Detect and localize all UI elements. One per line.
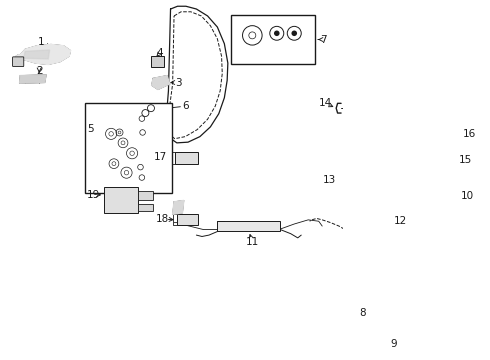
Bar bbox=[218, 221, 280, 231]
Polygon shape bbox=[438, 152, 456, 168]
Text: 5: 5 bbox=[87, 124, 94, 134]
Bar bbox=[138, 192, 153, 200]
Bar bbox=[350, 173, 359, 193]
Text: 4: 4 bbox=[157, 48, 163, 58]
Text: 10: 10 bbox=[461, 191, 474, 201]
Bar bbox=[231, 14, 315, 64]
Circle shape bbox=[274, 31, 280, 36]
Text: 7: 7 bbox=[320, 35, 327, 45]
Text: 2: 2 bbox=[36, 67, 43, 76]
Polygon shape bbox=[431, 186, 455, 206]
Text: 17: 17 bbox=[153, 152, 167, 162]
Text: 6: 6 bbox=[183, 101, 189, 111]
Bar bbox=[416, 129, 438, 141]
Bar bbox=[151, 56, 164, 67]
Text: 18: 18 bbox=[156, 214, 170, 224]
Text: 1: 1 bbox=[38, 37, 45, 47]
Text: 3: 3 bbox=[175, 77, 182, 87]
Text: 9: 9 bbox=[390, 339, 397, 349]
Polygon shape bbox=[152, 76, 170, 90]
Text: 14: 14 bbox=[319, 98, 332, 108]
Text: 8: 8 bbox=[360, 308, 366, 318]
Circle shape bbox=[292, 31, 297, 36]
Polygon shape bbox=[393, 136, 415, 167]
Bar bbox=[175, 152, 198, 165]
Circle shape bbox=[403, 150, 407, 154]
Bar bbox=[85, 103, 172, 193]
Text: 16: 16 bbox=[463, 129, 476, 139]
Bar bbox=[373, 180, 383, 214]
Bar bbox=[104, 186, 138, 213]
Polygon shape bbox=[24, 50, 49, 59]
Text: 15: 15 bbox=[459, 155, 472, 165]
Text: 12: 12 bbox=[394, 216, 407, 226]
Polygon shape bbox=[417, 152, 436, 168]
Text: 11: 11 bbox=[245, 237, 259, 247]
Text: 19: 19 bbox=[86, 190, 99, 200]
Polygon shape bbox=[20, 75, 46, 83]
FancyBboxPatch shape bbox=[13, 57, 24, 67]
Text: 13: 13 bbox=[322, 175, 336, 185]
Polygon shape bbox=[16, 44, 71, 64]
Polygon shape bbox=[172, 201, 184, 214]
Bar bbox=[177, 214, 198, 225]
Bar bbox=[138, 204, 153, 211]
